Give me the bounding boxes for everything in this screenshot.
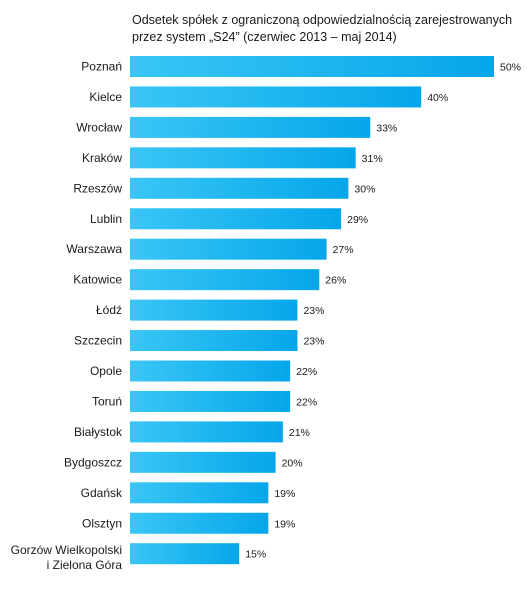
value-label: 31%: [362, 153, 383, 165]
value-label: 27%: [333, 244, 354, 256]
value-label: 22%: [296, 396, 317, 408]
chart-title-line-1: Odsetek spółek z ograniczoną odpowiedzia…: [132, 13, 513, 27]
bar: [130, 208, 342, 230]
category-label: Opole: [90, 364, 122, 378]
value-label: 21%: [289, 427, 310, 439]
category-label: Łódź: [96, 303, 122, 317]
bar: [130, 116, 371, 138]
bar: [130, 451, 276, 473]
bar: [130, 56, 494, 77]
category-label: Kielce: [89, 90, 122, 104]
bar: [130, 330, 298, 352]
category-label: Białystok: [74, 425, 123, 439]
value-label: 20%: [282, 457, 303, 469]
chart-title-line-2: przez system „S24” (czerwiec 2013 – maj …: [132, 30, 397, 44]
category-label: Toruń: [92, 394, 122, 408]
value-label: 23%: [303, 305, 324, 317]
value-label: 29%: [347, 214, 368, 226]
category-label: Katowice: [73, 273, 122, 287]
bar: [130, 269, 320, 291]
value-label: 40%: [427, 92, 448, 104]
category-label: Wrocław: [76, 120, 122, 134]
category-label: Lublin: [90, 212, 122, 226]
category-label: Gorzów Wielkopolski: [11, 543, 122, 557]
category-label: Kraków: [82, 151, 122, 165]
bar: [130, 421, 283, 443]
value-label: 15%: [245, 549, 266, 561]
value-label: 19%: [274, 488, 295, 500]
value-label: 22%: [296, 366, 317, 378]
bar: [130, 482, 269, 504]
category-label: Rzeszów: [73, 181, 122, 195]
value-label: 19%: [274, 518, 295, 530]
bar: [130, 390, 291, 412]
category-label: Gdańsk: [81, 486, 123, 500]
bar: [130, 299, 298, 321]
category-label: Szczecin: [74, 334, 122, 348]
bar: [130, 147, 356, 169]
bar: [130, 360, 291, 382]
bars-group: 50% Poznań 40% Kielce 33% Wrocław 31% Kraków 30%…: [11, 56, 521, 572]
bar: [130, 238, 327, 260]
chart-title: Odsetek spółek z ograniczoną odpowiedzia…: [132, 12, 522, 46]
value-label: 26%: [325, 275, 346, 287]
bar: [130, 543, 240, 565]
value-label: 33%: [376, 122, 397, 134]
category-label: Olsztyn: [82, 516, 122, 530]
bar: [130, 86, 422, 108]
bar: [130, 512, 269, 534]
category-label: i Zielona Góra: [47, 558, 123, 572]
value-label: 50%: [500, 62, 521, 74]
bar: [130, 177, 349, 199]
value-label: 23%: [303, 336, 324, 348]
category-label: Warszawa: [66, 242, 122, 256]
category-label: Poznań: [81, 60, 122, 74]
value-label: 30%: [354, 183, 375, 195]
category-label: Bydgoszcz: [64, 455, 122, 469]
